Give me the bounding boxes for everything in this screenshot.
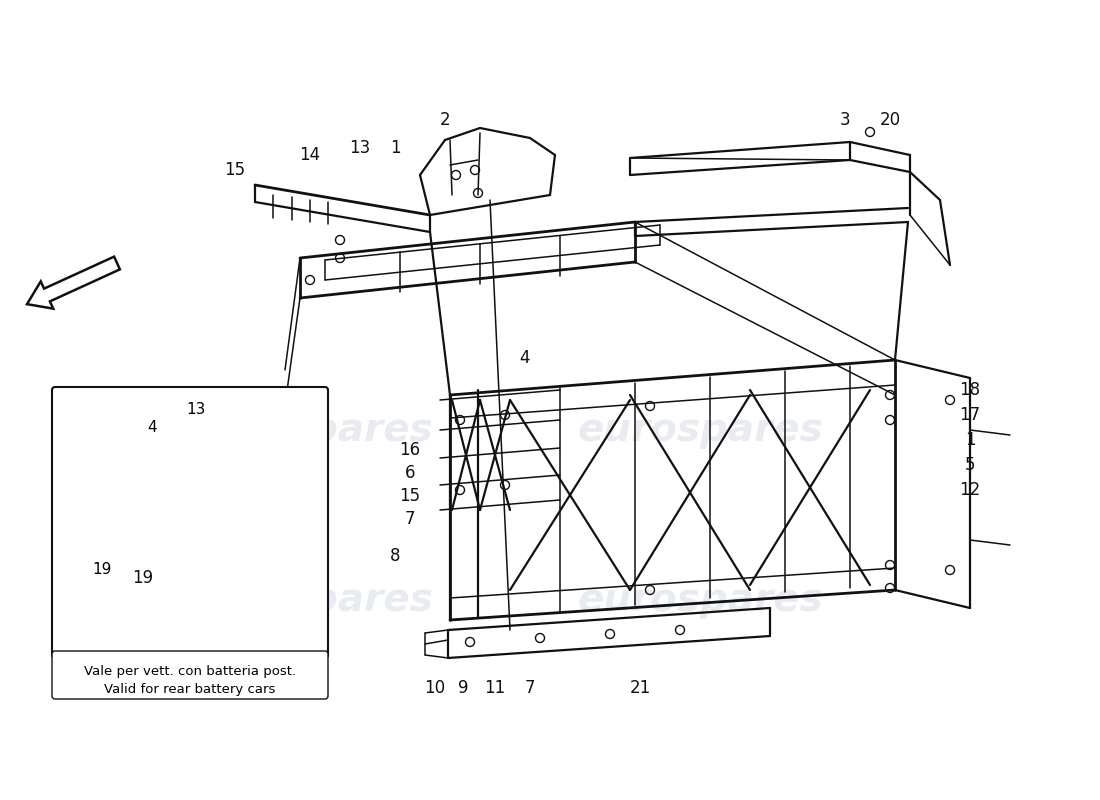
Text: Valid for rear battery cars: Valid for rear battery cars [104,683,276,697]
Text: 5: 5 [965,456,976,474]
Text: 4: 4 [147,421,157,435]
FancyBboxPatch shape [52,651,328,699]
Text: eurospares: eurospares [578,581,823,619]
Text: 7: 7 [405,510,416,528]
Text: 18: 18 [959,381,980,399]
Text: 11: 11 [484,679,506,697]
Text: 15: 15 [224,161,245,179]
Text: eurospares: eurospares [578,411,823,449]
Text: 6: 6 [405,464,416,482]
FancyArrow shape [28,257,120,309]
Text: 16: 16 [399,441,420,459]
Text: 9: 9 [458,679,469,697]
FancyBboxPatch shape [52,387,328,658]
Text: Vale per vett. con batteria post.: Vale per vett. con batteria post. [84,666,296,678]
Text: 14: 14 [299,146,320,164]
Text: 7: 7 [525,679,536,697]
Text: eurospares: eurospares [187,411,433,449]
Text: 20: 20 [879,111,901,129]
Text: 21: 21 [629,679,650,697]
Text: eurospares: eurospares [187,581,433,619]
Text: 4: 4 [519,349,530,367]
Text: 19: 19 [132,569,154,587]
Text: 12: 12 [959,481,980,499]
Text: 13: 13 [186,402,206,418]
Text: 1: 1 [965,431,976,449]
Text: 19: 19 [92,562,112,578]
Text: 8: 8 [389,547,400,565]
Text: 10: 10 [425,679,446,697]
Text: 13: 13 [350,139,371,157]
Text: 17: 17 [959,406,980,424]
Text: 2: 2 [440,111,450,129]
Text: 1: 1 [389,139,400,157]
Text: 15: 15 [399,487,420,505]
Text: 3: 3 [839,111,850,129]
